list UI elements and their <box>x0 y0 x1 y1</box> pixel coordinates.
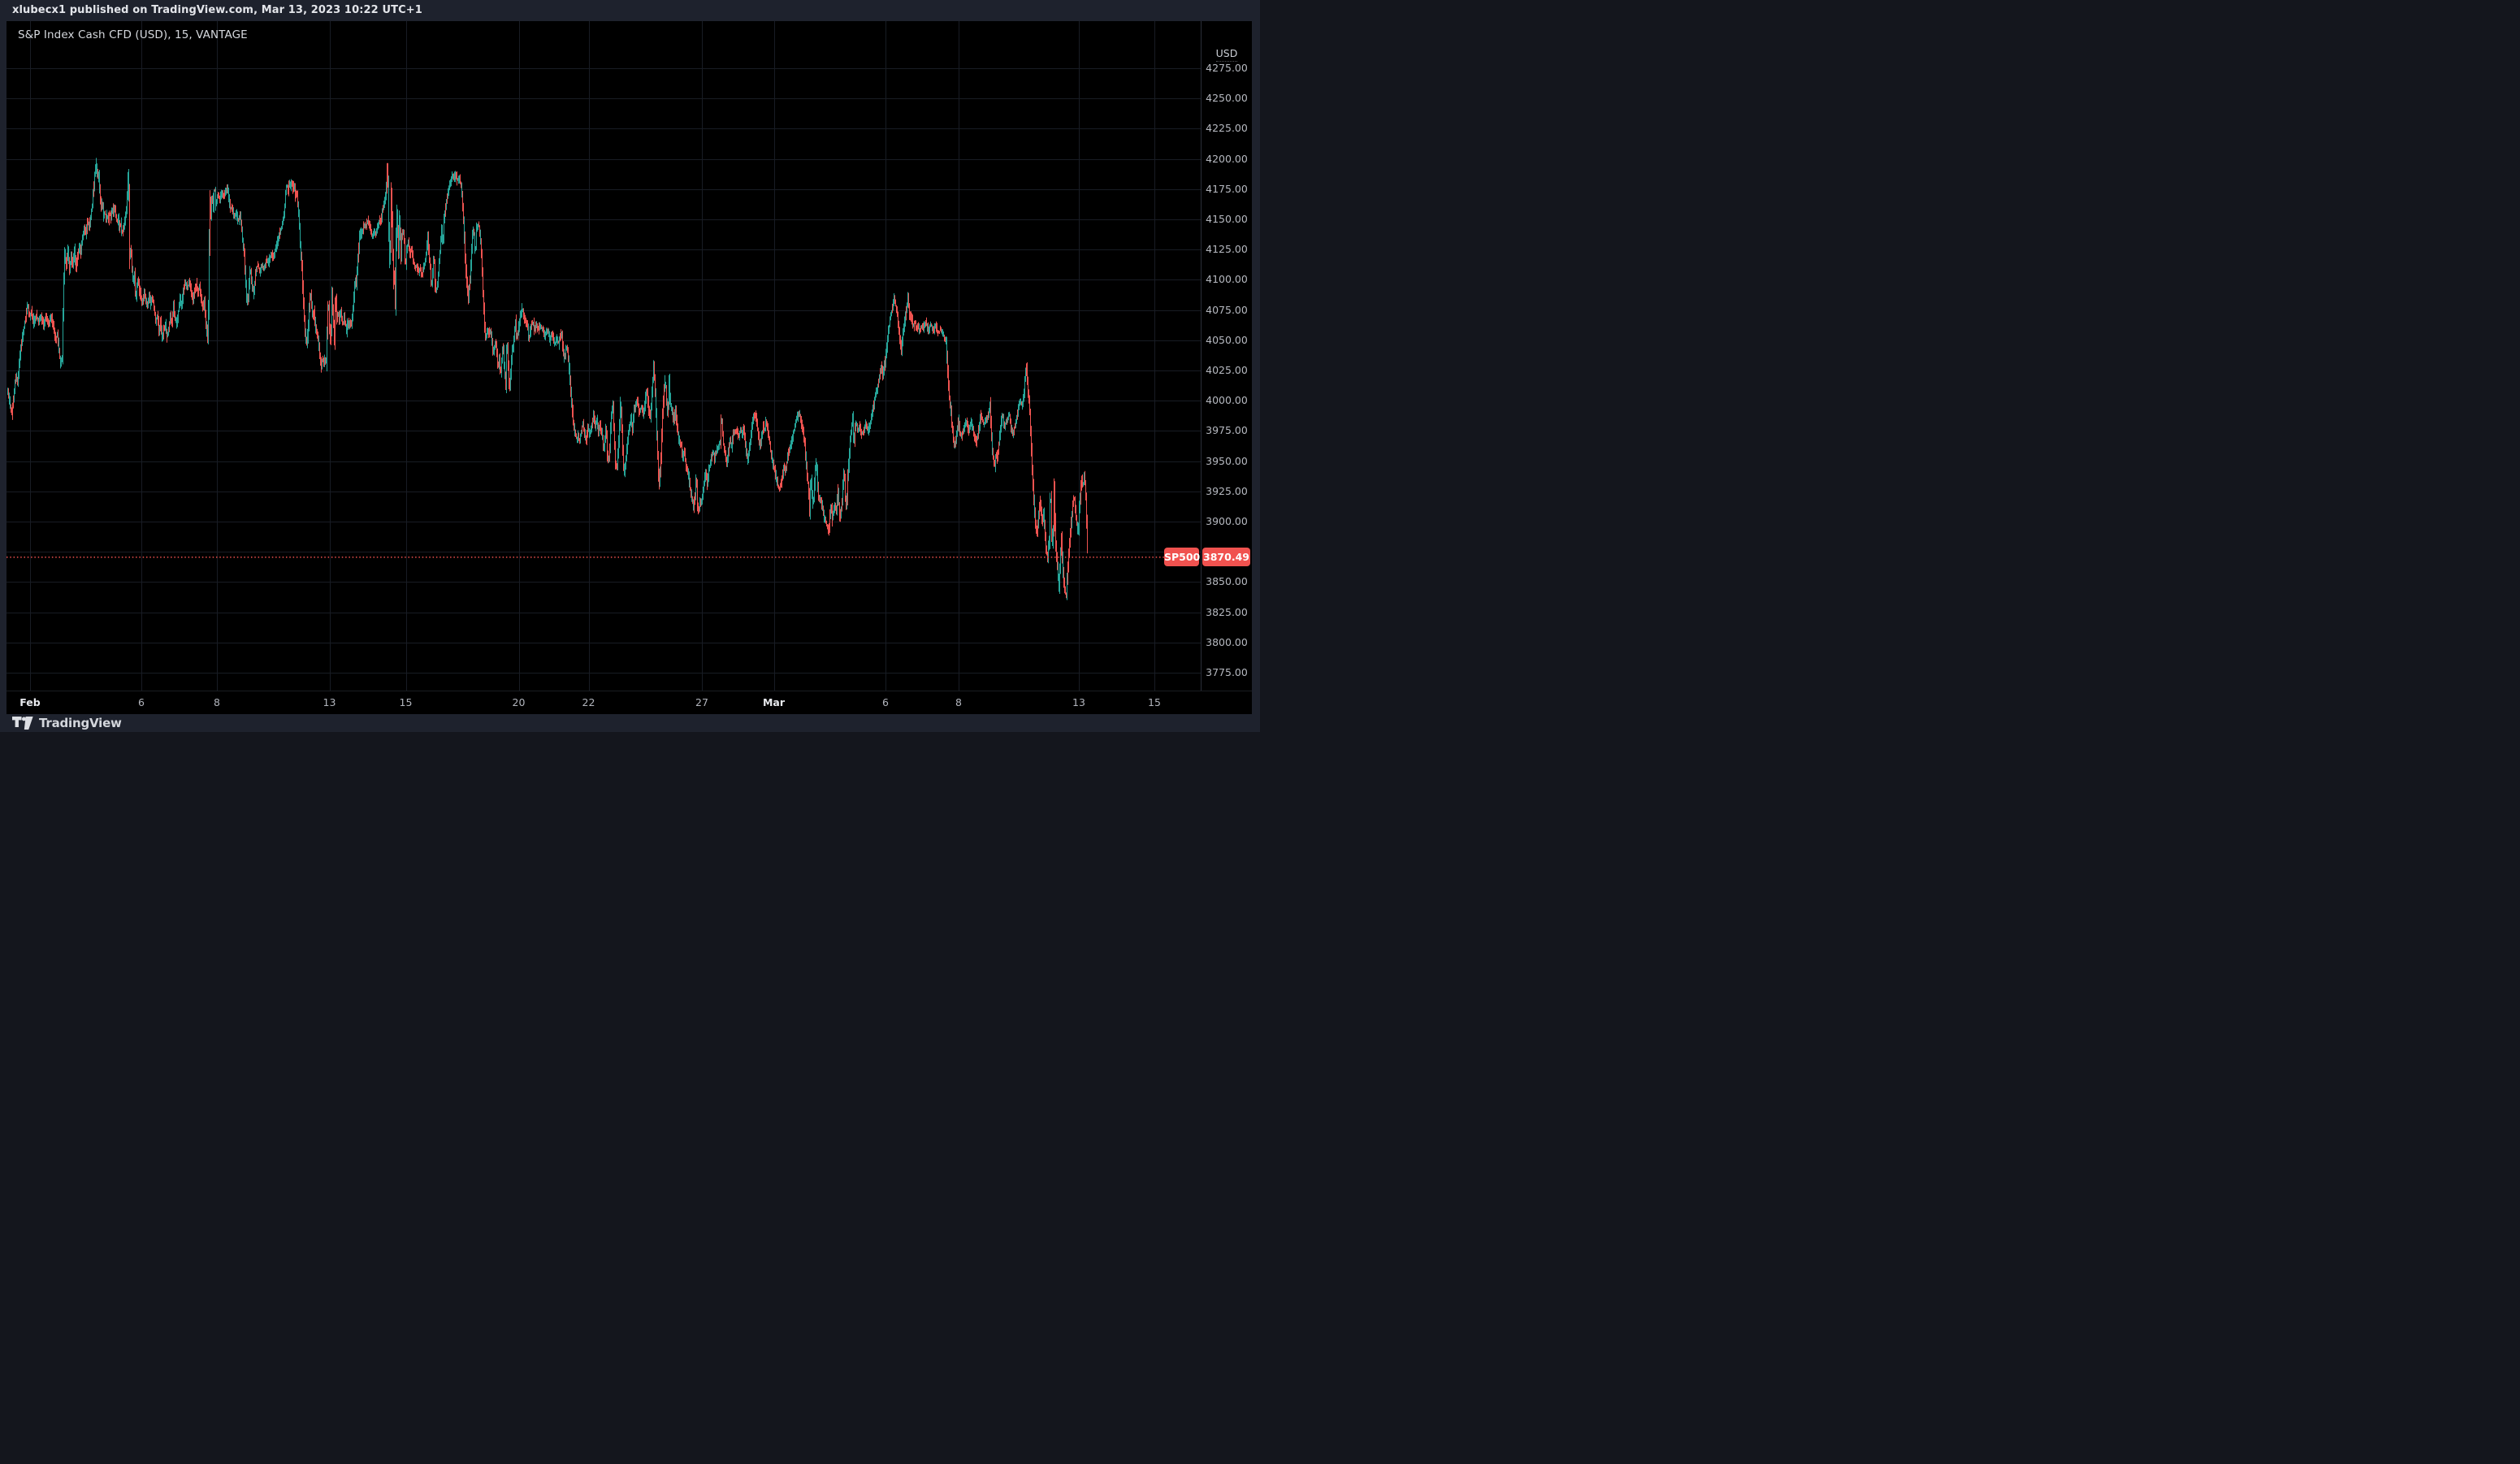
price-tick-label: 4075.00 <box>1206 303 1248 316</box>
price-tick-label: 3950.00 <box>1206 454 1248 467</box>
symbol-badge: SP500 <box>1164 548 1200 566</box>
price-axis[interactable]: USD 4275.00 4250.00 4225.00 4200.00 4175.00 4… <box>1201 21 1252 691</box>
price-tick-label: 4175.00 <box>1206 182 1248 195</box>
time-tick-label: 15 <box>1148 696 1161 708</box>
tradingview-published-chart: xlubecx1 published on TradingView.com, M… <box>0 0 1260 732</box>
price-tick-label: 4025.00 <box>1206 364 1248 376</box>
price-tick-label: 4150.00 <box>1206 213 1248 225</box>
price-tick-label: 3800.00 <box>1206 635 1248 648</box>
time-tick-label: 8 <box>214 696 220 708</box>
price-tick-label: 3850.00 <box>1206 575 1248 588</box>
time-tick-label: 20 <box>512 696 526 708</box>
tradingview-logo[interactable]: TradingView <box>12 714 122 732</box>
footer-bar: TradingView <box>0 714 1260 732</box>
chart-title: S&P Index Cash CFD (USD), 15, VANTAGE <box>18 28 248 41</box>
time-tick-label: 6 <box>138 696 145 708</box>
price-tick-label: 3775.00 <box>1206 666 1248 678</box>
price-tick-label: 4275.00 <box>1206 62 1248 74</box>
tradingview-wordmark: TradingView <box>39 716 122 730</box>
publish-header: xlubecx1 published on TradingView.com, M… <box>0 0 1260 21</box>
last-price-badge: 3870.49 <box>1202 548 1250 566</box>
time-tick-label: 27 <box>695 696 708 708</box>
chart-plot-area[interactable]: S&P Index Cash CFD (USD), 15, VANTAGE <box>6 21 1201 691</box>
published-line: xlubecx1 published on TradingView.com, M… <box>12 4 422 16</box>
price-tick-label: 4000.00 <box>1206 394 1248 407</box>
time-tick-label: Feb <box>19 696 41 708</box>
tradingview-logo-icon <box>12 717 33 730</box>
time-tick-label: 13 <box>323 696 336 708</box>
time-tick-label: 8 <box>955 696 962 708</box>
time-tick-label: 6 <box>882 696 889 708</box>
price-tick-label: 3900.00 <box>1206 515 1248 527</box>
price-tick-label: 3975.00 <box>1206 424 1248 437</box>
price-tick-label: 3925.00 <box>1206 484 1248 497</box>
price-tick-label: 4050.00 <box>1206 333 1248 346</box>
price-tick-label: 4100.00 <box>1206 273 1248 286</box>
price-tick-label: 4200.00 <box>1206 152 1248 165</box>
candlestick-canvas[interactable] <box>6 21 1201 691</box>
time-tick-label: 22 <box>582 696 595 708</box>
time-tick-label: 15 <box>399 696 413 708</box>
time-tick-label: Mar <box>762 696 786 708</box>
currency-label: USD <box>1202 47 1252 62</box>
price-tick-label: 4125.00 <box>1206 243 1248 256</box>
time-tick-label: 13 <box>1072 696 1085 708</box>
price-tick-label: 4225.00 <box>1206 122 1248 135</box>
time-axis[interactable]: Feb 6 8 13 15 20 22 27 Mar 6 8 13 15 <box>6 691 1252 714</box>
price-tick-label: 4250.00 <box>1206 92 1248 105</box>
price-tick-label: 3825.00 <box>1206 605 1248 618</box>
